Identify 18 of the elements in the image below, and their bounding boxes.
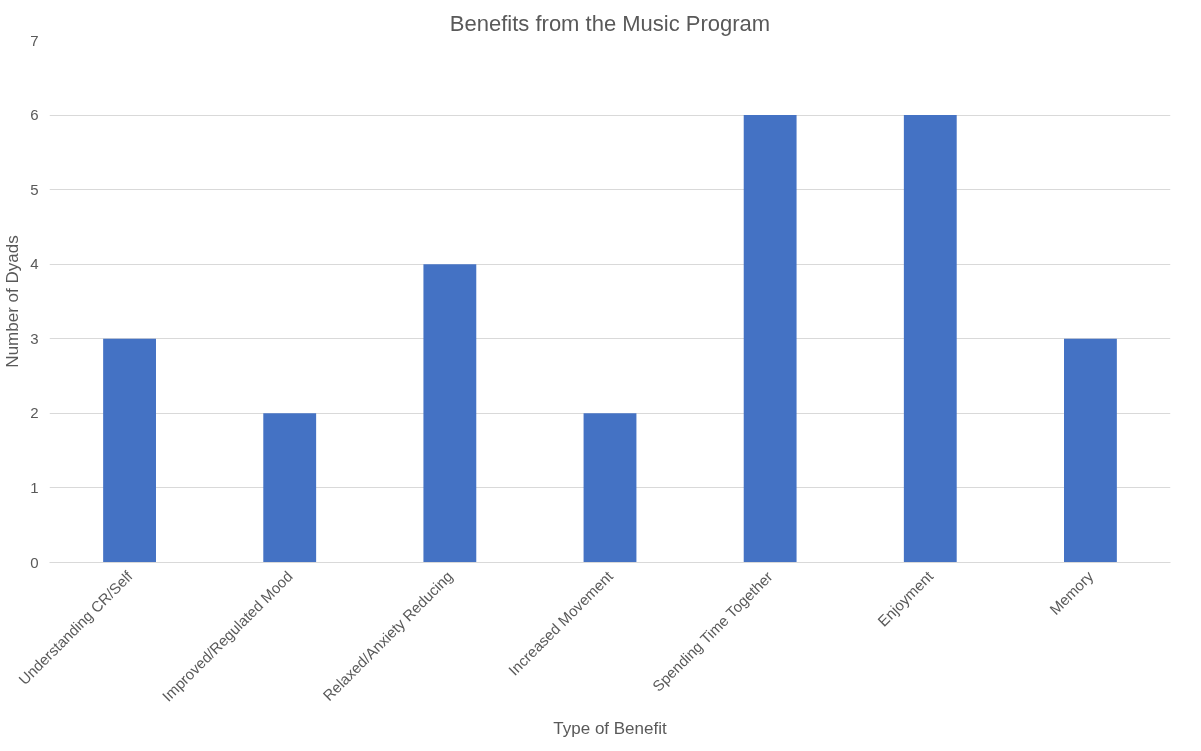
y-tick-label: 5 — [30, 180, 39, 198]
y-tick-label: 4 — [30, 255, 39, 273]
y-tick-label: 3 — [30, 329, 39, 347]
y-tick-label: 0 — [30, 553, 39, 571]
bar — [103, 338, 156, 563]
bar — [263, 413, 317, 563]
x-axis-title: Type of Benefit — [553, 718, 667, 738]
bar — [903, 115, 957, 563]
y-axis-title: Number of Dyads — [3, 235, 23, 368]
bar — [583, 413, 637, 563]
bar — [423, 264, 477, 563]
bar — [743, 115, 797, 563]
y-tick-label: 7 — [30, 31, 39, 49]
y-tick-label: 1 — [30, 478, 39, 496]
bar — [1064, 338, 1117, 563]
y-tick-label: 2 — [30, 404, 39, 422]
chart-title: Benefits from the Music Program — [449, 10, 771, 36]
y-tick-label: 6 — [30, 106, 39, 124]
